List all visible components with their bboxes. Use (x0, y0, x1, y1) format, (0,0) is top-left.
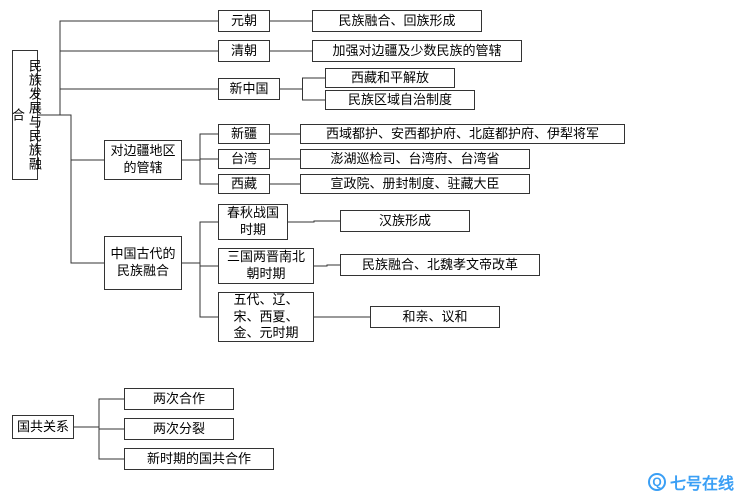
node-n_wdlsj: 五代、辽、宋、西夏、金、元时期 (218, 292, 314, 342)
node-n_coop: 两次合作 (124, 388, 234, 410)
watermark-icon: Q (648, 473, 666, 491)
node-n_sgwj: 三国两晋南北朝时期 (218, 248, 314, 284)
node-n_qing_d: 加强对边疆及少数民族的管辖 (312, 40, 522, 62)
node-root1: 民族发展与民族融合 (12, 50, 38, 180)
watermark-logo: Q 七号在线 (648, 470, 734, 494)
node-n_xj_d: 西域都护、安西都护府、北庭都护府、伊犁将军 (300, 124, 625, 144)
node-n_border: 对边疆地区的管辖 (104, 140, 182, 180)
node-n_cqzg_d: 汉族形成 (340, 210, 470, 232)
node-n_xz_d: 宣政院、册封制度、驻藏大臣 (300, 174, 530, 194)
node-n_wdlsj_d: 和亲、议和 (370, 306, 500, 328)
node-n_tw: 台湾 (218, 149, 270, 169)
node-n_cqzg: 春秋战国时期 (218, 204, 288, 240)
node-n_xj: 新疆 (218, 124, 270, 144)
node-n_newera: 新时期的国共合作 (124, 448, 274, 470)
node-n_prc: 新中国 (218, 78, 280, 100)
node-root2: 国共关系 (12, 415, 74, 439)
node-n_prc_d2: 民族区域自治制度 (325, 90, 475, 110)
node-n_yuan_d: 民族融合、回族形成 (312, 10, 482, 32)
node-n_split: 两次分裂 (124, 418, 234, 440)
watermark-text: 七号在线 (670, 470, 734, 494)
node-n_sgwj_d: 民族融合、北魏孝文帝改革 (340, 254, 540, 276)
node-n_tw_d: 澎湖巡检司、台湾府、台湾省 (300, 149, 530, 169)
node-n_xz: 西藏 (218, 174, 270, 194)
node-n_prc_d1: 西藏和平解放 (325, 68, 455, 88)
node-n_ancient: 中国古代的民族融合 (104, 236, 182, 290)
node-n_yuan: 元朝 (218, 10, 270, 32)
node-n_qing: 清朝 (218, 40, 270, 62)
